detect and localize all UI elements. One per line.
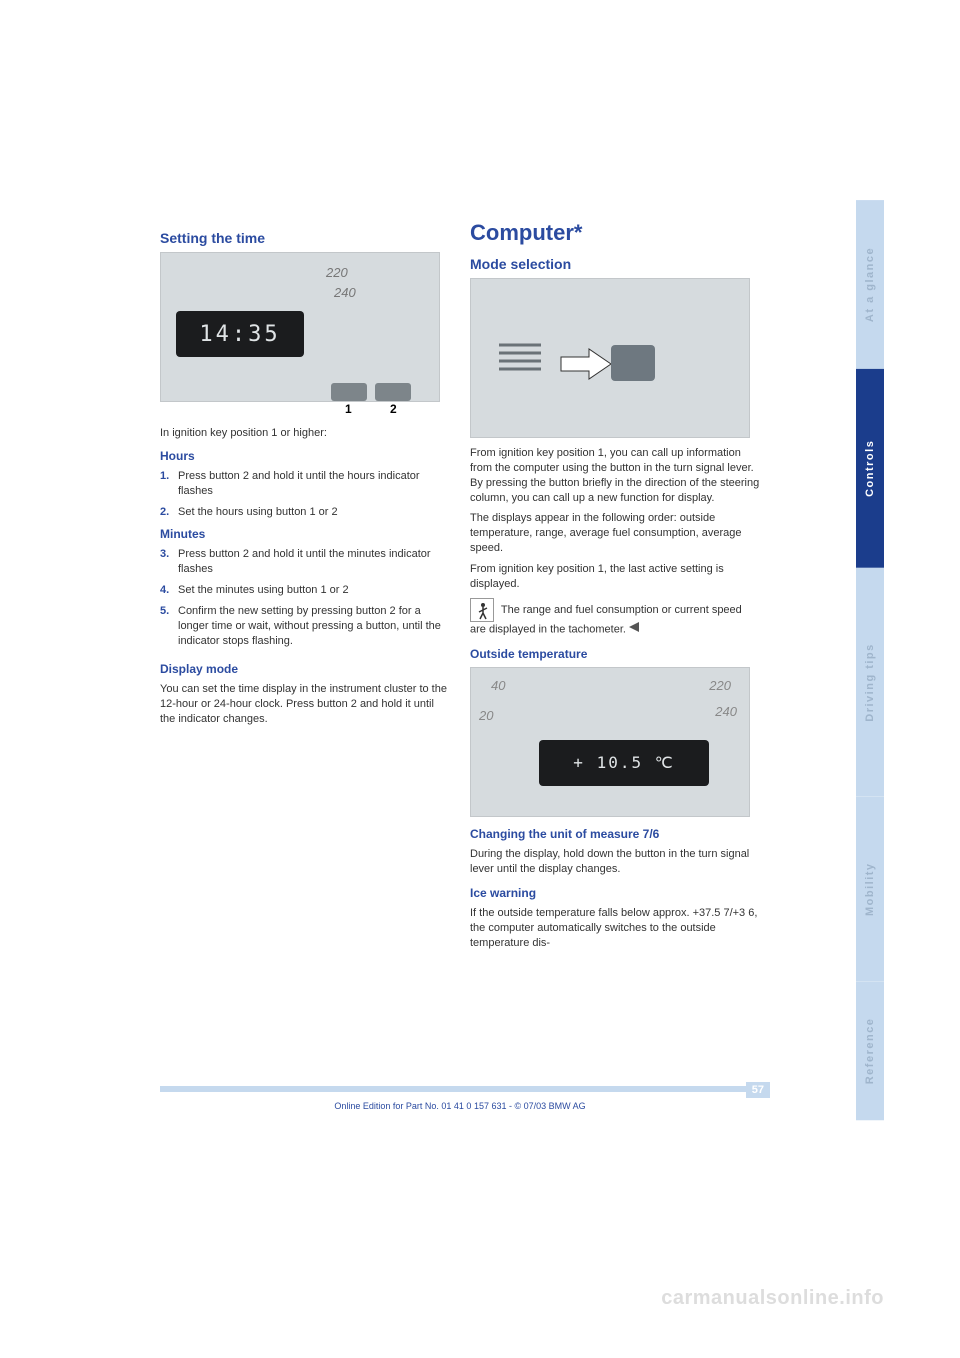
step-text: Press button 2 and hold it until the min… (178, 548, 431, 575)
step-text: Press button 2 and hold it until the hou… (178, 470, 420, 497)
tab-reference[interactable]: Reference (856, 981, 884, 1120)
pedestrian-icon (470, 598, 494, 622)
minutes-steps: 3.Press button 2 and hold it until the m… (160, 547, 450, 648)
list-item: 1.Press button 2 and hold it until the h… (160, 469, 450, 499)
lever-button-graphic (611, 345, 655, 381)
speed-mark-220: 220 (326, 265, 348, 280)
outside-temp-photo: 40 20 220 240 + 10.5 ℃ (470, 667, 750, 817)
triangle-marker-icon (629, 622, 639, 637)
step-text: Set the minutes using button 1 or 2 (178, 584, 349, 596)
mode-text-3: From ignition key position 1, the last a… (470, 562, 760, 592)
button-1-graphic (331, 383, 367, 401)
heading-hours: Hours (160, 449, 450, 463)
speed-mark-240: 240 (334, 285, 356, 300)
mode-text-4: The range and fuel consumption or curren… (470, 598, 760, 637)
ignition-note: In ignition key position 1 or higher: (160, 426, 450, 441)
clock-display: 14:35 (176, 311, 304, 357)
page-content: Setting the time 220 240 14:35 1 2 In ig… (160, 220, 760, 951)
left-column: Setting the time 220 240 14:35 1 2 In ig… (160, 220, 450, 951)
heading-setting-time: Setting the time (160, 230, 450, 246)
list-item: 2.Set the hours using button 1 or 2 (160, 505, 450, 520)
heading-computer: Computer* (470, 220, 760, 246)
step-text: Confirm the new setting by pressing butt… (178, 605, 441, 647)
footer-text: Online Edition for Part No. 01 41 0 157 … (334, 1101, 585, 1111)
list-item: 5.Confirm the new setting by pressing bu… (160, 604, 450, 649)
button-2-graphic (375, 383, 411, 401)
tab-driving-tips[interactable]: Driving tips (856, 568, 884, 797)
mode-text-2: The displays appear in the following ord… (470, 511, 760, 556)
speed-mark-20: 20 (479, 708, 493, 723)
photo1-labels: 1 2 (160, 402, 450, 420)
list-item: 3.Press button 2 and hold it until the m… (160, 547, 450, 577)
speed-mark-240: 240 (715, 704, 737, 719)
mode-text-4-body: The range and fuel consumption or curren… (470, 604, 742, 635)
watermark: carmanualsonline.info (661, 1287, 884, 1310)
right-column: Computer* Mode selection From ignition k… (470, 220, 760, 951)
tab-at-a-glance[interactable]: At a glance (856, 200, 884, 369)
temp-display: + 10.5 ℃ (539, 740, 709, 786)
page-footer: 57 Online Edition for Part No. 01 41 0 1… (160, 1086, 760, 1114)
stalk-graphic (499, 339, 549, 394)
speed-mark-220: 220 (709, 678, 731, 693)
mode-text-1: From ignition key position 1, you can ca… (470, 446, 760, 505)
heading-display-mode: Display mode (160, 662, 450, 676)
press-arrow-icon (559, 347, 613, 386)
list-item: 4.Set the minutes using button 1 or 2 (160, 583, 450, 598)
tab-mobility[interactable]: Mobility (856, 797, 884, 981)
heading-ice-warning: Ice warning (470, 886, 760, 900)
page-number: 57 (746, 1082, 770, 1098)
speed-mark-40: 40 (491, 678, 505, 693)
tab-controls[interactable]: Controls (856, 369, 884, 568)
heading-minutes: Minutes (160, 527, 450, 541)
turn-signal-lever-photo (470, 278, 750, 438)
heading-unit-change: Changing the unit of measure 7/6 (470, 827, 760, 841)
section-tabs: At a glance Controls Driving tips Mobili… (856, 200, 884, 1120)
label-button-1: 1 (345, 402, 352, 416)
label-button-2: 2 (390, 402, 397, 416)
dashboard-clock-photo: 220 240 14:35 (160, 252, 440, 402)
unit-change-text: During the display, hold down the button… (470, 847, 760, 877)
step-text: Set the hours using button 1 or 2 (178, 506, 338, 518)
heading-outside-temp: Outside temperature (470, 647, 760, 661)
heading-mode-selection: Mode selection (470, 256, 760, 272)
display-mode-text: You can set the time display in the inst… (160, 682, 450, 727)
hours-steps: 1.Press button 2 and hold it until the h… (160, 469, 450, 520)
ice-warning-text: If the outside temperature falls below a… (470, 906, 760, 951)
